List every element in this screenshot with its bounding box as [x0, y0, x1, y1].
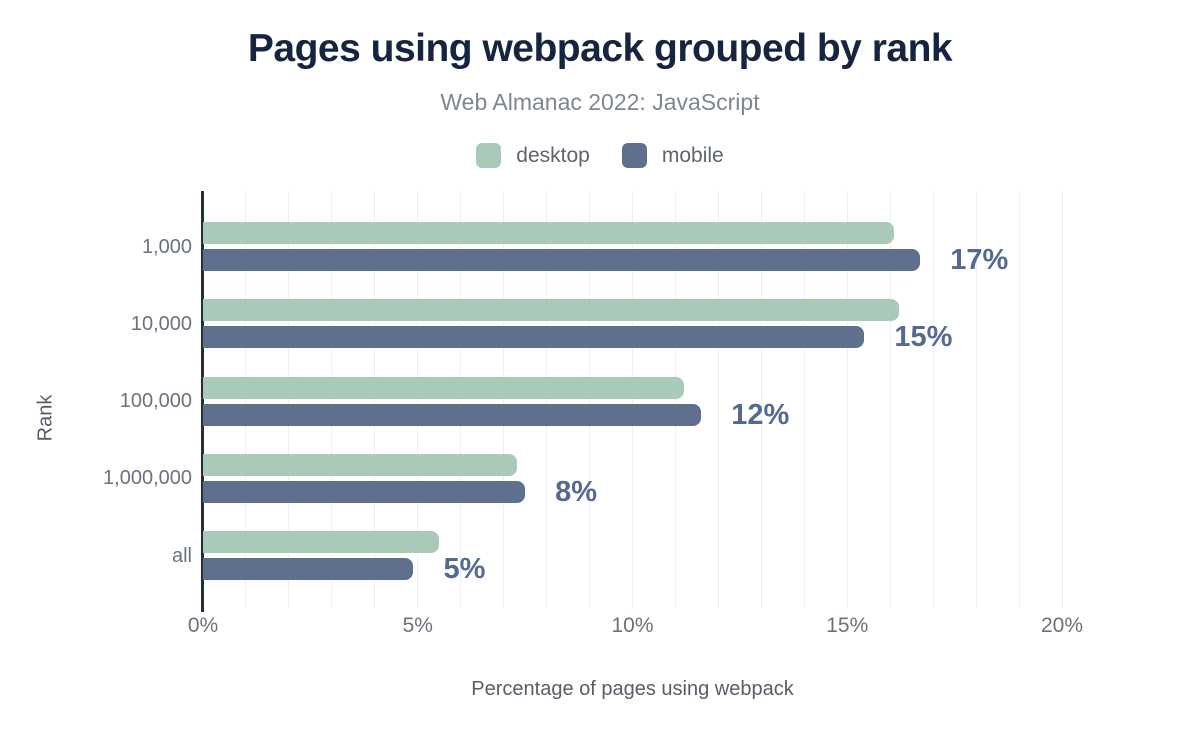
gridline	[889, 191, 891, 608]
bar-mobile-all	[203, 558, 414, 581]
bar-desktop-1,000	[203, 222, 895, 244]
bar-desktop-1,000,000	[203, 453, 517, 476]
gridline	[717, 191, 719, 608]
legend-label-mobile: mobile	[661, 143, 724, 167]
gridline	[932, 191, 934, 608]
gridline	[846, 191, 848, 608]
gridline	[975, 191, 977, 608]
y-tick-label: 1,000,000	[103, 467, 192, 490]
bar-mobile-10,000	[203, 326, 865, 349]
gridline	[1061, 191, 1063, 608]
y-tick-label: 1,000	[141, 235, 192, 258]
bar-mobile-1,000,000	[203, 480, 526, 503]
legend-item-desktop: desktop	[476, 143, 590, 168]
y-tick-label: 100,000	[119, 390, 192, 413]
gridline	[760, 191, 762, 608]
x-tick-label: 15%	[826, 614, 869, 637]
gridline	[374, 191, 376, 608]
legend-item-mobile: mobile	[621, 143, 724, 168]
gridline	[417, 191, 419, 608]
y-axis-line	[201, 191, 204, 612]
gridline	[245, 191, 247, 608]
gridline	[288, 191, 290, 608]
chart-subtitle: Web Almanac 2022: JavaScript	[440, 89, 760, 115]
gridline	[803, 191, 805, 608]
x-tick-label: 20%	[1040, 614, 1084, 637]
y-tick-label: all	[171, 544, 192, 567]
bar-mobile-1,000	[203, 249, 921, 271]
legend-label-desktop: desktop	[516, 143, 590, 167]
x-axis-title: Percentage of pages using webpack	[471, 678, 794, 700]
gridline	[1018, 191, 1020, 608]
gridline	[546, 191, 548, 608]
value-label: 8%	[555, 475, 598, 508]
bar-desktop-10,000	[203, 299, 899, 322]
gridline	[460, 191, 462, 608]
value-label: 15%	[894, 321, 953, 354]
gridline	[674, 191, 676, 608]
gridline	[589, 191, 591, 608]
mobile-swatch-icon	[621, 143, 647, 168]
x-tick-label: 0%	[187, 614, 219, 637]
chart-title: Pages using webpack grouped by rank	[247, 27, 953, 70]
bar-desktop-100,000	[203, 376, 685, 399]
value-label: 12%	[731, 398, 790, 431]
legend: desktop mobile	[0, 143, 1200, 168]
value-label: 5%	[443, 553, 486, 586]
x-tick-label: 10%	[611, 614, 654, 637]
desktop-swatch-icon	[476, 143, 502, 168]
gridline	[503, 191, 505, 608]
gridline	[331, 191, 333, 608]
y-tick-label: 10,000	[130, 312, 192, 335]
value-label: 17%	[950, 244, 1009, 276]
bar-desktop-all	[203, 531, 440, 554]
gridline	[632, 191, 633, 608]
bar-mobile-100,000	[203, 403, 702, 426]
x-tick-label: 5%	[402, 614, 433, 637]
y-axis-title: Rank	[34, 394, 57, 442]
